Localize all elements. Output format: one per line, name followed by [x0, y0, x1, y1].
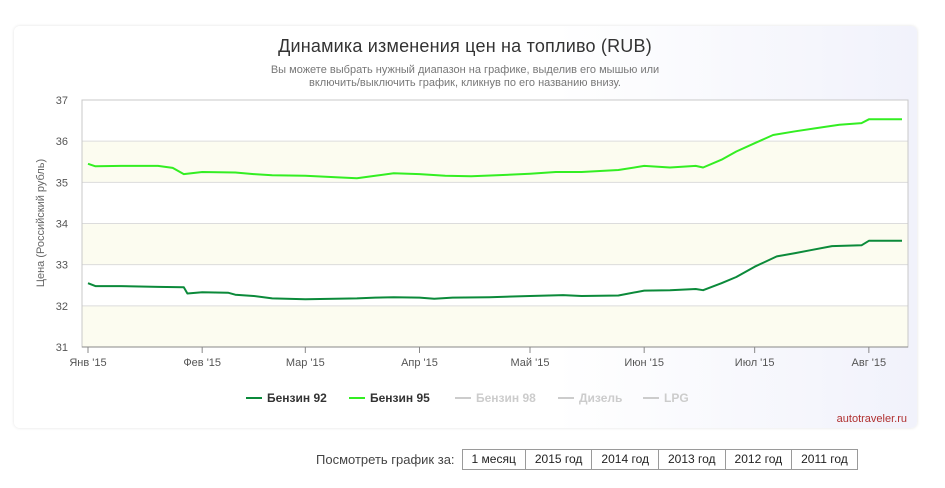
legend-label: LPG: [664, 391, 689, 405]
x-tick-label: Май '15: [511, 357, 550, 369]
legend-item[interactable]: Бензин 92: [246, 391, 327, 405]
legend-label: Бензин 95: [370, 391, 430, 405]
legend-label: Бензин 92: [267, 391, 327, 405]
x-tick-label: Янв '15: [69, 357, 106, 369]
range-button-2012[interactable]: 2012 год: [724, 449, 793, 470]
range-button-2013[interactable]: 2013 год: [657, 449, 726, 470]
legend-item[interactable]: Дизель: [558, 391, 622, 405]
legend-label: Дизель: [579, 391, 622, 405]
range-button-1-month[interactable]: 1 месяц: [461, 449, 526, 470]
legend-item[interactable]: Бензин 98: [455, 391, 536, 405]
x-tick-label: Фев '15: [183, 357, 221, 369]
x-tick-label: Апр '15: [401, 357, 438, 369]
y-tick-label: 33: [56, 260, 68, 272]
range-button-2014[interactable]: 2014 год: [591, 449, 659, 470]
subtitle-line-2: включить/выключить график, кликнув по ег…: [309, 77, 621, 89]
range-label: Посмотреть график за:: [316, 452, 455, 467]
range-button-2015[interactable]: 2015 год: [524, 449, 593, 470]
x-tick-label: Июл '15: [735, 357, 775, 369]
brand-link[interactable]: autotraveler.ru: [836, 413, 907, 425]
y-axis-title: Цена (Российский рубль): [35, 159, 47, 287]
y-axis-labels: 31 32 33 34 35 36 37: [56, 95, 68, 354]
y-tick-label: 31: [56, 342, 68, 354]
x-tick-label: Авг '15: [852, 357, 887, 369]
x-tick-label: Июн '15: [624, 357, 664, 369]
series-line-benzin-95[interactable]: [87, 118, 902, 180]
y-tick-label: 34: [56, 219, 68, 231]
y-tick-label: 32: [56, 301, 68, 313]
chart-title: Динамика изменения цен на топливо (RUB): [278, 36, 652, 56]
y-tick-label: 36: [56, 136, 68, 148]
y-tick-label: 37: [56, 95, 68, 107]
y-tick-label: 35: [56, 177, 68, 189]
plot-band: [82, 223, 908, 265]
series-lines[interactable]: [87, 118, 902, 301]
x-axis: Янв '15 Фев '15 Мар '15 Апр '15 Май '15 Июн '…: [69, 346, 908, 369]
legend-item[interactable]: Бензин 95: [349, 391, 430, 405]
chart-subtitle: Вы можете выбрать нужный диапазон на гра…: [0, 64, 930, 90]
range-button-2011[interactable]: 2011 год: [791, 449, 858, 470]
plot-band: [82, 305, 908, 347]
legend-item[interactable]: LPG: [643, 391, 689, 405]
series-line-benzin-92[interactable]: [87, 239, 902, 301]
plot-band: [82, 264, 908, 306]
legend[interactable]: Бензин 92 Бензин 95 Бензин 98 Дизель LPG: [246, 391, 689, 405]
range-selector: Посмотреть график за: 1 месяц 2015 год 2…: [316, 449, 858, 470]
plot-band: [82, 182, 908, 224]
legend-label: Бензин 98: [476, 391, 536, 405]
x-tick-label: Мар '15: [286, 357, 325, 369]
plot-band: [82, 100, 908, 142]
subtitle-line-1: Вы можете выбрать нужный диапазон на гра…: [270, 64, 660, 76]
